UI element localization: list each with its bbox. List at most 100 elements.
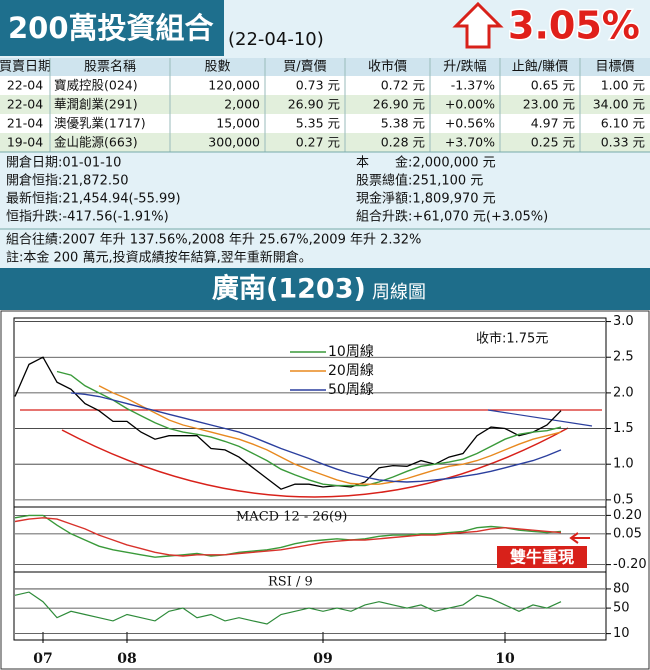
- signal-box: [497, 546, 587, 568]
- cell: 0.72 元: [381, 78, 425, 93]
- chart-banner: [0, 268, 650, 310]
- y-tick-label: 1.5: [613, 421, 634, 436]
- cell: 22-04: [7, 97, 43, 112]
- plot-frame: [13, 317, 607, 641]
- y-tick-label: 2.5: [613, 350, 634, 365]
- chart-suffix: 周線圖: [372, 282, 426, 303]
- data-line: [14, 356, 562, 490]
- series-line: [70, 392, 562, 483]
- legend-label: 10周線: [328, 344, 374, 360]
- close-annotation: 收市:1.75元: [476, 331, 548, 347]
- signal-label: 雙牛重現: [510, 548, 574, 567]
- title-box: [0, 0, 224, 56]
- summary-right: 本 金:2,000,000 元: [356, 155, 496, 171]
- series-line: [14, 517, 562, 557]
- column-header: 收市價: [368, 59, 407, 75]
- summary-right: 組合升跌:+61,070 元(+3.05%): [356, 209, 548, 225]
- column-header: 買/賣價: [283, 60, 326, 75]
- y-tick-label: 1.0: [613, 457, 634, 472]
- cell: 26.90 元: [373, 97, 425, 112]
- table: 買賣日期 股票名稱 股數 買/賣價 收市價 升/跌幅 止蝕/賺價 目標價 22-04 寶威控股(0…: [0, 58, 650, 266]
- cell: +3.70%: [445, 135, 495, 150]
- cell: 1.00 元: [601, 78, 645, 93]
- cell: +0.00%: [445, 97, 495, 112]
- change: 3.05%: [508, 4, 640, 48]
- summary-right: 現金淨額:1,809,970 元: [356, 191, 496, 207]
- signal-arrow: [569, 532, 590, 544]
- cell: 34.00 元: [593, 97, 645, 112]
- cell: 華潤創業(291): [54, 97, 138, 112]
- panel-title: RSI / 9: [268, 575, 313, 590]
- note: 組合往績:2007 年升 137.56%,2008 年升 25.67%,2009…: [6, 233, 421, 248]
- summary-left: 開倉恒指:21,872.50: [6, 174, 129, 189]
- cell: 寶威控股(024): [54, 78, 138, 93]
- cell: 300,000: [208, 135, 260, 150]
- column-header: 股票名稱: [84, 59, 136, 75]
- summary-left: 開倉日期:01-01-10: [6, 156, 121, 171]
- cell: 19-04: [7, 135, 43, 150]
- y-tick-label: 80: [613, 581, 630, 596]
- column-header: 買賣日期: [0, 60, 51, 75]
- cell: 15,000: [216, 116, 260, 131]
- summary-left: 恒指升跌:-417.56(-1.91%): [6, 209, 169, 225]
- cell: 0.27 元: [296, 135, 340, 150]
- y-tick-label: 3.0: [613, 314, 634, 329]
- cell: 4.97 元: [531, 116, 575, 131]
- x-tick-label: 08: [117, 651, 136, 667]
- cell: 120,000: [208, 78, 260, 93]
- series-line: [14, 514, 562, 558]
- date: (22-04-10): [228, 29, 324, 50]
- cell: 0.28 元: [381, 135, 425, 150]
- cell: 澳優乳業(1717): [54, 116, 146, 131]
- x-tick-label: 07: [33, 651, 52, 667]
- row-bg: [0, 95, 650, 114]
- summary-left: 最新恒指:21,454.94(-55.99): [6, 191, 181, 207]
- stock-title: 廣南(1203): [212, 274, 366, 305]
- y-tick-label: 10: [613, 626, 630, 641]
- legend-label: 50周線: [328, 382, 374, 398]
- plot: 3.0 2.5 2.0 1.5 1.0 0.5 收市:1.75元 10周線 20周線 50周線 07…: [14, 314, 647, 667]
- row-bg: [0, 76, 650, 95]
- column-header: 目標價: [595, 60, 634, 75]
- y-tick-label: 2.0: [613, 385, 634, 400]
- series-line: [98, 385, 562, 485]
- chart-area: [0, 310, 650, 670]
- cell: 2,000: [224, 97, 260, 112]
- title: 200萬投資組合: [8, 11, 214, 45]
- cell: 6.10 元: [601, 116, 645, 131]
- series-line: [56, 370, 562, 487]
- x-tick-label: 10: [495, 651, 515, 667]
- cell: -1.37%: [451, 78, 495, 93]
- cell: 5.35 元: [296, 116, 340, 131]
- y-tick-label: 50: [613, 601, 630, 616]
- table-header-bg: [0, 58, 650, 76]
- y-tick-label: 0.5: [613, 492, 634, 507]
- row-bg: [0, 114, 650, 133]
- cell: 21-04: [7, 116, 43, 131]
- column-header: 股數: [204, 60, 230, 75]
- cell: 23.00 元: [523, 97, 575, 112]
- up-arrow: [452, 1, 504, 49]
- cell: 26.90 元: [288, 97, 340, 112]
- cell: 0.65 元: [531, 78, 575, 93]
- cell: 5.38 元: [381, 116, 425, 131]
- note: 註:本金 200 萬元,投資成績按年結算,翌年重新開倉。: [6, 250, 312, 266]
- row-bg: [0, 133, 650, 152]
- column-header: 止蝕/賺價: [512, 59, 568, 75]
- panel-title: MACD 12 - 26(9): [236, 510, 347, 525]
- summary-right: 股票總值:251,100 元: [356, 173, 483, 189]
- cell: 0.73 元: [296, 78, 340, 93]
- cup-arc: [61, 427, 569, 498]
- x-tick-label: 09: [313, 651, 332, 667]
- cell: 22-04: [7, 78, 43, 93]
- trend-line: [487, 409, 593, 427]
- column-header: 升/跌幅: [443, 59, 486, 75]
- y-tick-label: 0.20: [613, 508, 642, 523]
- cell: +0.56%: [445, 116, 495, 131]
- cell: 金山能源(663): [54, 135, 138, 150]
- cell: 0.25 元: [531, 135, 575, 150]
- y-tick-label: -0.20: [613, 557, 647, 572]
- cell: 0.33 元: [601, 135, 645, 150]
- legend-label: 20周線: [328, 363, 374, 379]
